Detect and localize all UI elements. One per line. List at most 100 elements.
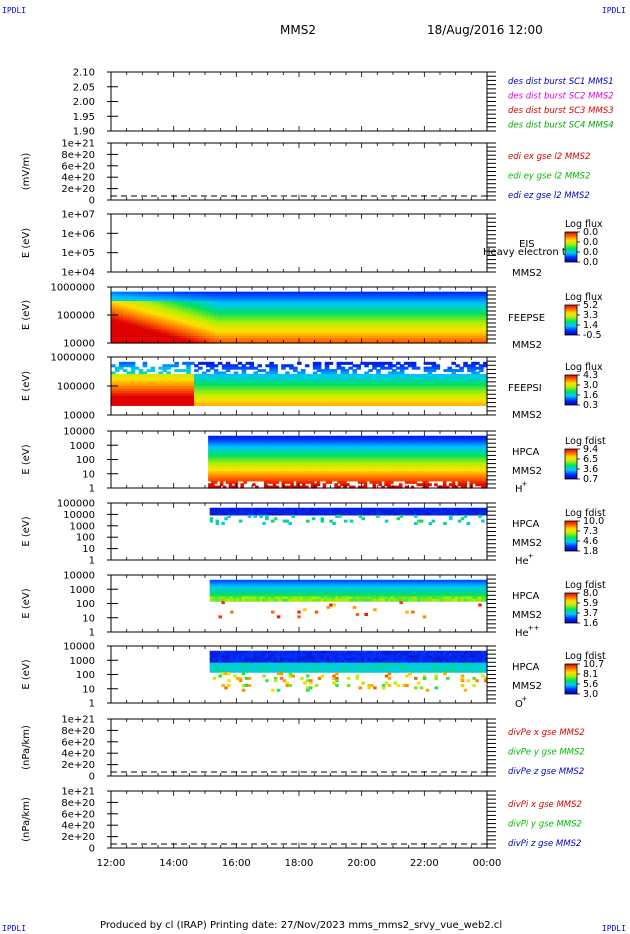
feepse-cell [245, 294, 251, 297]
hpca_h-cell [216, 457, 221, 461]
feepse-cell [419, 303, 425, 307]
feepsi-cell [451, 369, 456, 373]
feepsi-cell [297, 373, 302, 377]
feepsi-cell [253, 381, 259, 385]
hpca_h-cell [343, 483, 347, 487]
feepse-cell [162, 308, 168, 311]
hpca_h-cell [313, 469, 318, 472]
hpca_h-cell [266, 469, 271, 472]
feepse-cell [245, 331, 251, 335]
feepse-cell [376, 329, 381, 332]
hpca_h-cell [263, 469, 268, 472]
hpca_h-cell [313, 442, 318, 446]
feepsi-cell [380, 390, 385, 394]
feepsi-cell [154, 373, 160, 377]
hpca_h-cell [299, 464, 303, 468]
feepse-cell [285, 340, 290, 344]
feepse-cell [380, 319, 385, 323]
hpca_h-cell [214, 469, 218, 472]
feepsi-cell [316, 400, 322, 404]
feepse-cell [237, 312, 243, 316]
feepsi-cell [463, 393, 468, 397]
hpca_h-cell [272, 466, 277, 470]
feepsi-cell [138, 378, 144, 382]
feepse-cell [459, 296, 464, 300]
feepse-cell [483, 305, 488, 309]
feepsi-cell [312, 388, 318, 392]
feepsi-cell [154, 398, 160, 402]
feepse-cell [261, 336, 266, 339]
hpca_h-cell [266, 485, 271, 489]
feepse-cell [182, 338, 187, 342]
feepsi-cell [154, 376, 160, 380]
feepse-cell [202, 305, 207, 309]
hpca_h-cell [302, 469, 306, 472]
feepse-cell [320, 336, 326, 339]
hpca_h-cell [284, 478, 288, 482]
feepse-cell [352, 291, 357, 295]
feepse-cell [463, 294, 468, 297]
feepse-cell [447, 336, 452, 339]
feepse-cell [392, 294, 397, 297]
feepsi-cell [150, 366, 156, 370]
feepse-cell [257, 336, 262, 339]
feepsi-cell [265, 383, 270, 387]
feepse-cell [328, 315, 334, 318]
feepsi-cell [111, 402, 116, 406]
feepse-cell [285, 310, 290, 314]
feepsi-cell [372, 373, 377, 377]
hpca_h-cell [331, 469, 335, 472]
hpca_h-cell [219, 445, 224, 449]
feepse-cell [253, 326, 259, 330]
feepse-cell [320, 301, 326, 304]
feepsi-cell [435, 393, 441, 397]
feepsi-cell [348, 400, 354, 404]
feepsi-cell [312, 393, 318, 397]
hpca_h-cell [222, 438, 227, 442]
feepse-cell [483, 298, 488, 302]
hpca_h-cell [346, 447, 350, 451]
feepse-cell [304, 329, 310, 332]
feepsi-cell [368, 393, 373, 397]
feepsi-cell [419, 376, 425, 380]
feepse-cell [372, 296, 377, 300]
feepse-cell [245, 329, 251, 332]
feepse-cell [316, 312, 322, 316]
feepsi-cell [376, 376, 381, 380]
feepsi-cell [150, 386, 156, 390]
feepsi-cell [118, 376, 124, 380]
hpca_h-cell [284, 476, 288, 480]
feepsi-cell [320, 373, 326, 377]
feepse-cell [427, 315, 433, 318]
feepsi-cell [312, 398, 318, 402]
hpca_h-cell [319, 471, 324, 475]
hpca_h-cell [214, 454, 218, 458]
hpca_h-cell [237, 454, 242, 458]
feepse-cell [209, 296, 215, 300]
feepse-cell [190, 305, 195, 309]
hpca_h-cell [214, 478, 218, 482]
feepsi-cell [118, 400, 124, 404]
feepse-cell [229, 331, 235, 335]
hpca_h-cell [263, 483, 268, 487]
feepsi-cell [285, 400, 290, 404]
feepse-cell [150, 333, 156, 337]
feepse-cell [399, 298, 405, 302]
feepse-cell [221, 308, 227, 311]
feepse-cell [340, 329, 346, 332]
feepsi-cell [130, 376, 136, 380]
feepse-cell [467, 329, 472, 332]
hpca_h-cell [272, 457, 277, 461]
feepsi-cell [431, 386, 437, 390]
feepse-cell [340, 324, 346, 328]
hpca_h-cell [255, 457, 259, 461]
feepsi-cell [118, 395, 124, 399]
feepsi-cell [344, 400, 350, 404]
feepse-cell [348, 324, 354, 328]
hpca_h-cell [237, 450, 242, 453]
des-legend-label: des dist burst SC4 MMS4 [508, 121, 614, 131]
feepse-cell [352, 326, 357, 330]
feepse-cell [273, 303, 278, 307]
feepsi-cell [376, 378, 381, 382]
hpca_h-cell [234, 469, 239, 472]
